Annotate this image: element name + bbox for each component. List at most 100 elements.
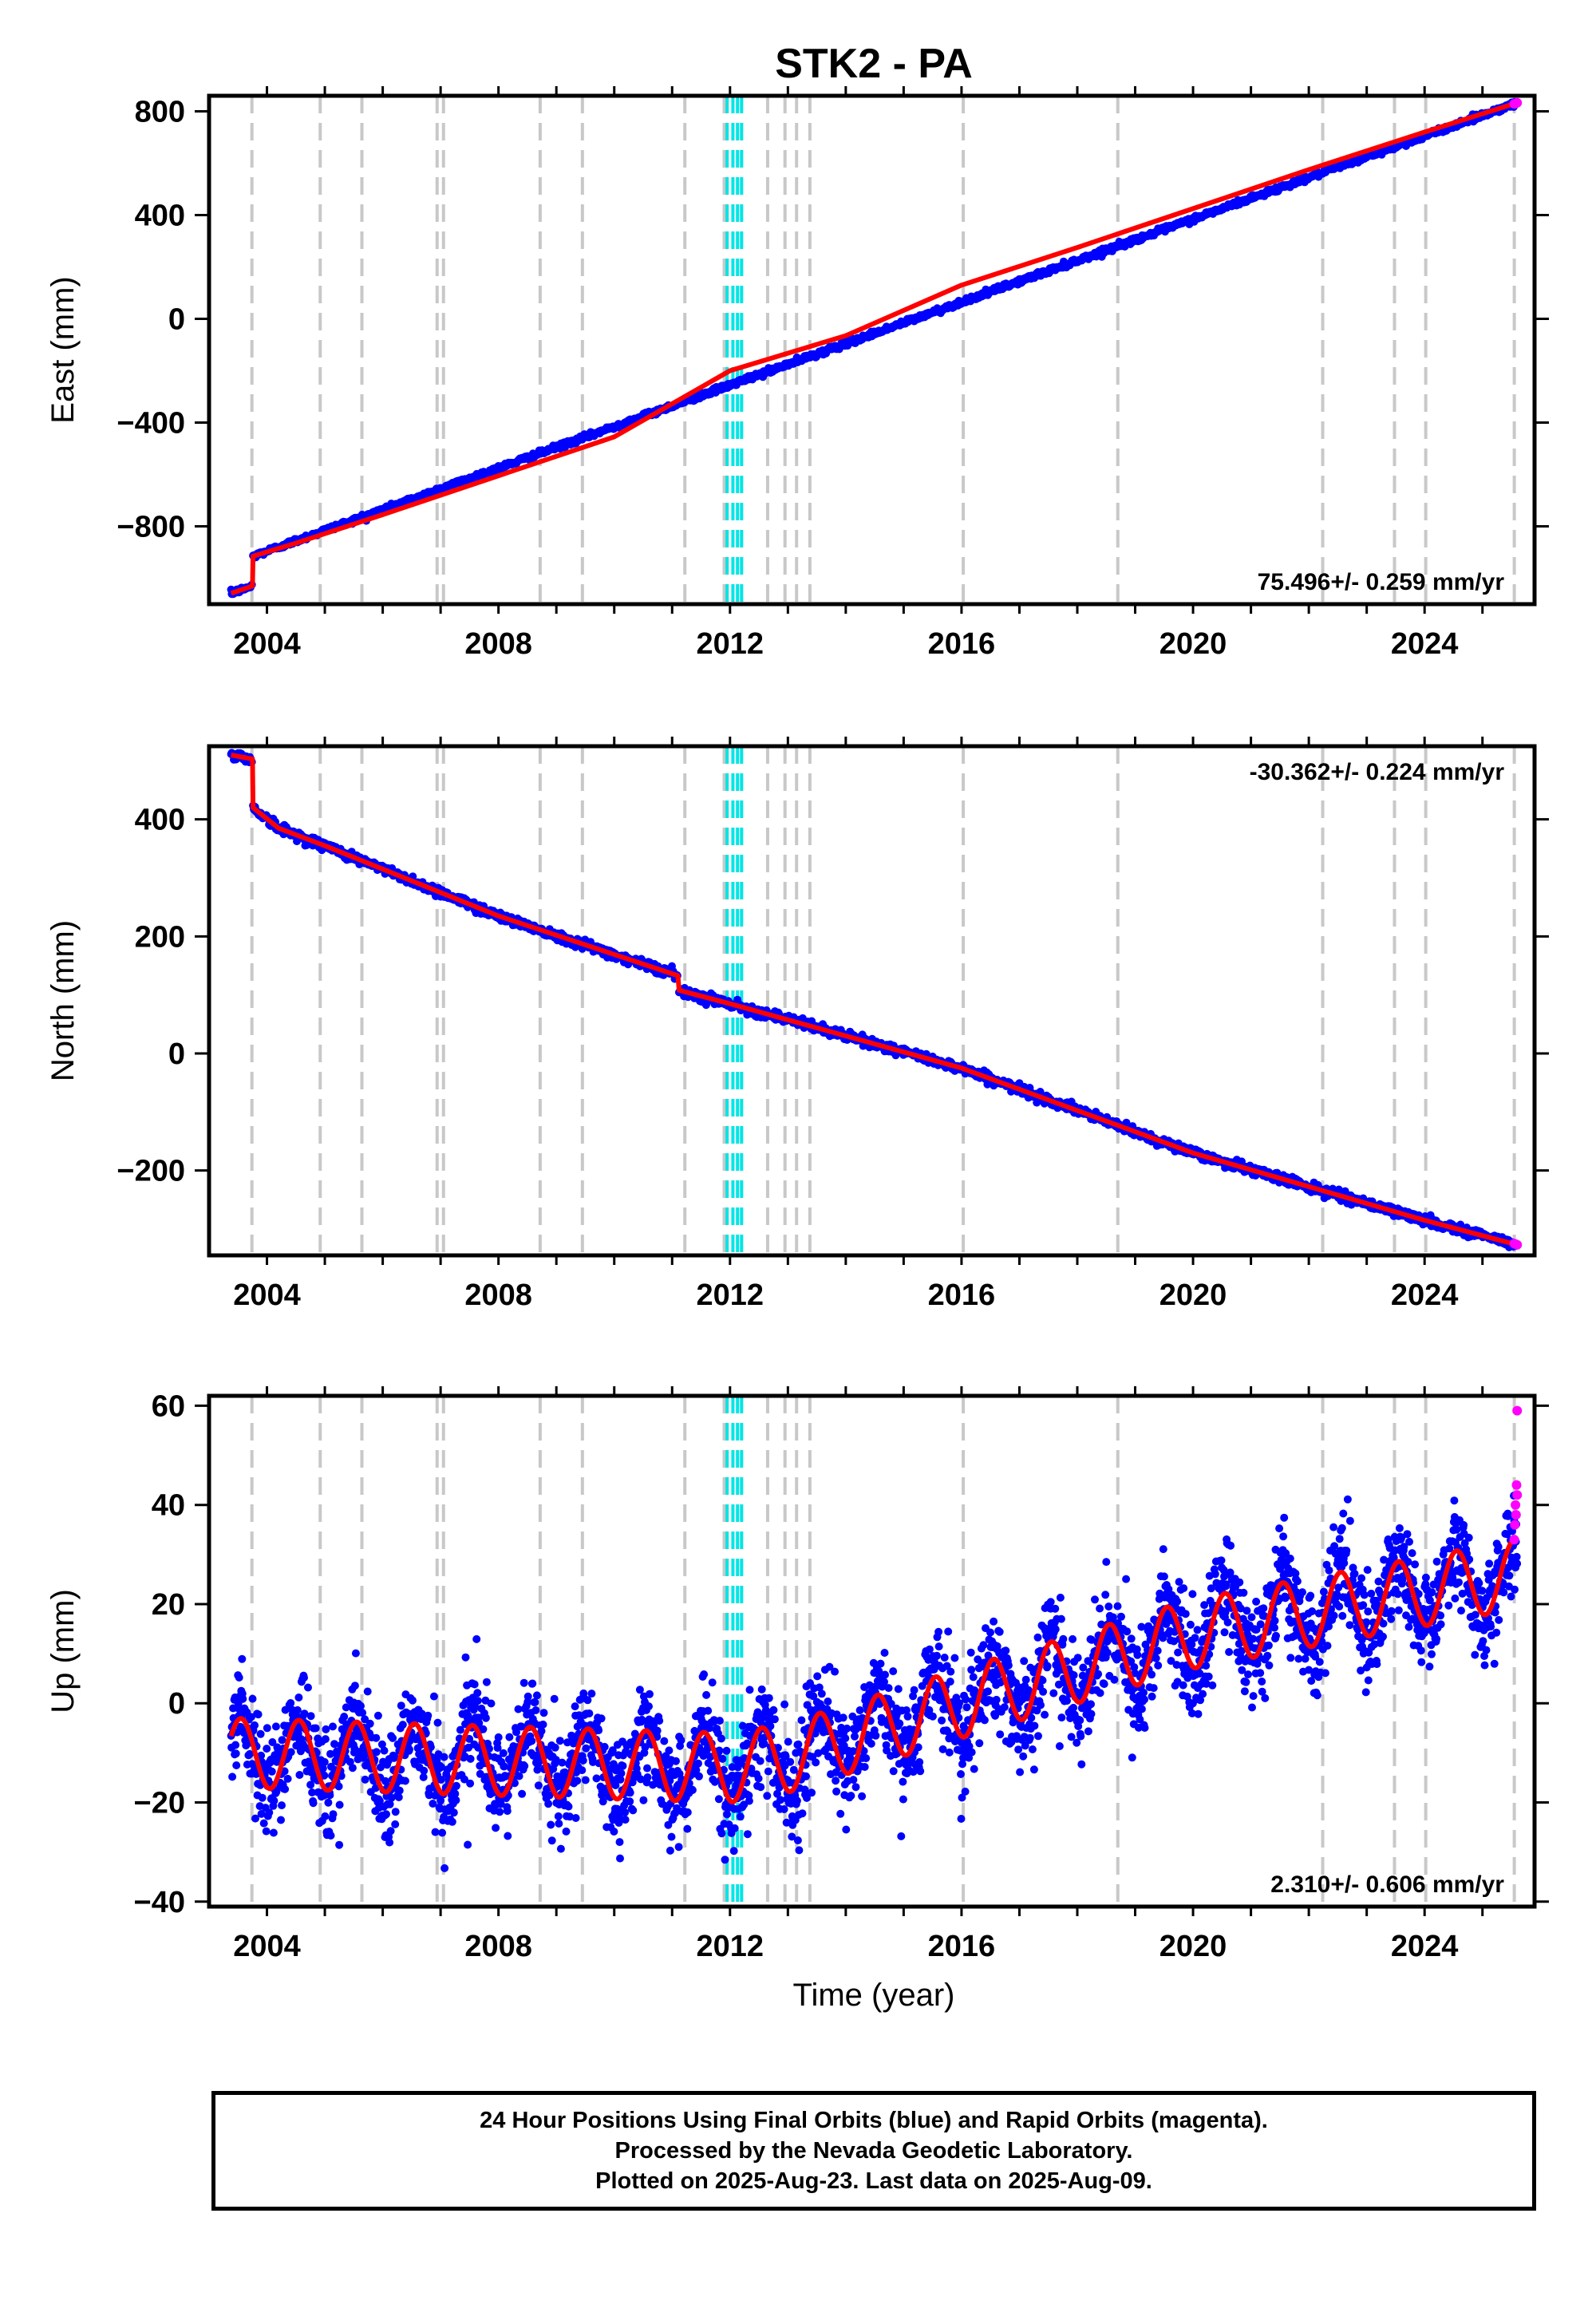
data-point [429,1692,438,1701]
data-point [503,1807,512,1816]
data-point [481,1713,490,1722]
data-point [505,1733,514,1741]
data-point [643,1764,651,1773]
data-point [270,1796,279,1805]
data-point [539,1720,547,1729]
data-point [448,1817,456,1826]
data-point [452,1796,460,1804]
data-point [518,1789,527,1798]
data-point [239,1694,247,1703]
data-point [375,1796,384,1805]
data-point [615,1838,624,1847]
data-point [621,1816,630,1824]
east-panel: 2004 2008 2012 2016 2020 20248004000−400−800E… [45,86,1549,661]
plot-area [227,1396,1523,1907]
model-fit-line [231,753,1518,1247]
data-point [372,1733,381,1742]
data-point [655,1717,664,1725]
data-point [296,1747,305,1756]
data-point [309,1799,318,1808]
data-point [329,1722,337,1731]
y-tick-label: −200 [117,1155,185,1188]
data-point [251,1814,259,1823]
final-orbit-points [227,97,1522,599]
up-panel: 2004 2008 2012 2016 2020 20246040200−20−40Up … [45,1386,1549,1963]
data-point [660,1737,669,1745]
data-point [573,1777,582,1785]
data-point [578,1766,587,1775]
data-point [470,1680,479,1689]
data-point [600,1742,609,1751]
y-tick-label: 800 [135,96,185,129]
data-point [643,1773,652,1781]
data-point [278,1736,286,1745]
x-tick-label: 2008 [464,627,532,661]
data-point [293,1705,302,1714]
data-point [228,1773,237,1781]
data-point [482,1678,491,1686]
y-tick-label: 400 [135,200,185,233]
data-point [499,1749,508,1757]
data-point [409,1696,417,1705]
x-tick-label: 2004 [233,1279,301,1312]
data-point [398,1721,407,1729]
data-point [431,1828,440,1836]
data-point [321,1735,330,1744]
data-point [452,1781,460,1790]
data-point [425,1791,433,1800]
data-point [277,1816,285,1824]
data-point [433,1718,442,1727]
data-point [326,1791,334,1800]
data-point [251,1721,259,1729]
data-point [547,1820,555,1829]
x-tick-label: 2004 [233,627,301,661]
data-point [531,1706,540,1714]
data-point [269,1828,278,1837]
x-tick-label: 2016 [928,1279,996,1312]
data-point [639,1796,648,1804]
panel-frame [207,744,1537,1258]
data-point [363,1687,372,1696]
data-point [335,1800,344,1809]
data-point [358,1709,367,1717]
y-tick-label: 0 [168,1037,185,1071]
data-point [350,1682,359,1690]
data-point [531,1698,539,1706]
data-point [579,1756,587,1765]
data-point [551,1743,559,1752]
y-axis-title: East (mm) [45,276,81,423]
y-tick-label: 0 [168,303,185,337]
data-point [512,1728,520,1737]
data-point [520,1761,529,1770]
data-point [492,1824,500,1832]
data-point [320,1771,329,1780]
data-point [306,1712,315,1721]
data-point [555,1737,564,1745]
data-point [519,1678,528,1687]
data-point [592,1774,601,1783]
data-point [618,1761,627,1770]
data-point [555,1820,563,1828]
data-point [395,1786,404,1795]
data-point [321,1812,330,1820]
data-point [377,1740,386,1749]
rapid-point [1512,1239,1523,1250]
data-point [373,1711,382,1720]
data-point [527,1737,536,1745]
data-point [504,1832,512,1840]
data-point [528,1679,537,1688]
data-point [324,1798,333,1807]
data-point [466,1754,475,1763]
data-point [389,1733,397,1742]
data-point [326,1749,334,1758]
data-point [357,1701,365,1710]
data-point [259,1819,268,1828]
data-point [558,1758,567,1767]
data-point [326,1832,335,1840]
data-point [544,1800,553,1808]
data-point [380,1746,389,1755]
x-tick-label: 2016 [928,627,996,661]
data-point [248,1694,257,1703]
data-point [283,1774,292,1783]
data-point [476,1769,484,1778]
